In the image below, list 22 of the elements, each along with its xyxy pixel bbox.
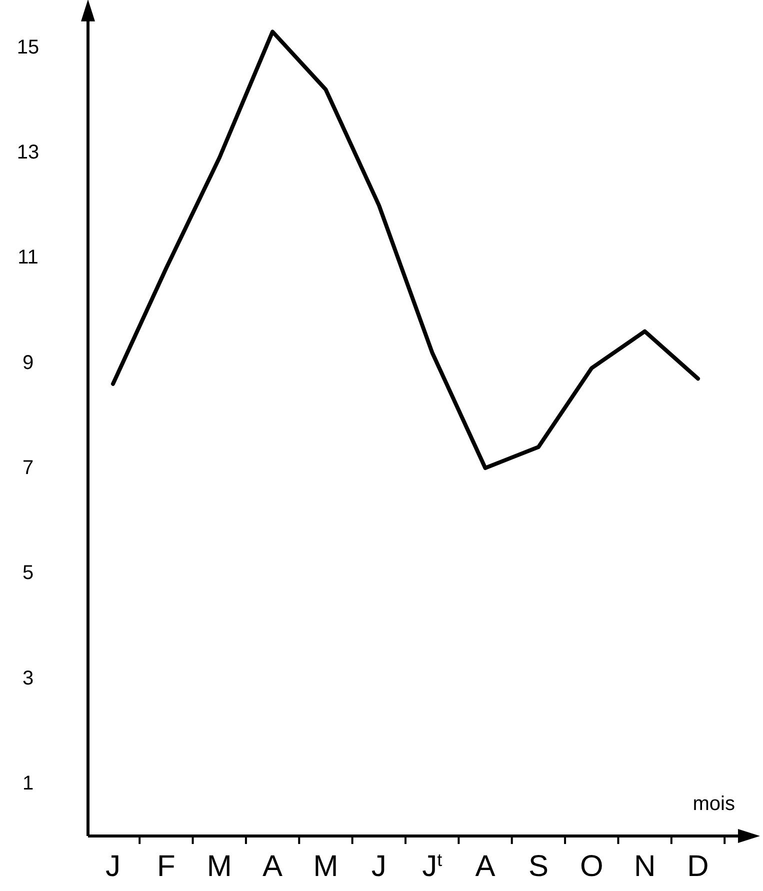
y-tick-label: 15 <box>16 36 40 58</box>
x-tick-label: D <box>687 850 709 883</box>
x-tick-label: J <box>106 850 120 883</box>
x-tick-label: A <box>262 850 283 883</box>
y-tick-label: 3 <box>22 667 34 690</box>
y-tick-label: 13 <box>16 142 40 164</box>
y-tick-label: 11 <box>18 246 38 269</box>
x-axis-title: mois <box>692 793 735 815</box>
x-tick-label: N <box>634 850 656 883</box>
y-tick-label: 5 <box>22 562 34 584</box>
x-tick-label: J <box>371 850 386 883</box>
x-tick-label: S <box>528 850 548 883</box>
line-series <box>111 30 700 470</box>
y-tick-label: 1 <box>22 772 34 794</box>
x-tick-label: J$^{t}$ <box>422 850 442 883</box>
x-tick-label: M <box>313 850 338 883</box>
x-tick-label: F <box>157 850 176 883</box>
y-tick-label: 7 <box>22 457 34 480</box>
x-tick-label: A <box>475 850 496 883</box>
x-tick-label: O <box>580 850 604 883</box>
y-tick-label: 9 <box>22 352 34 374</box>
x-tick-label: M <box>206 850 232 883</box>
